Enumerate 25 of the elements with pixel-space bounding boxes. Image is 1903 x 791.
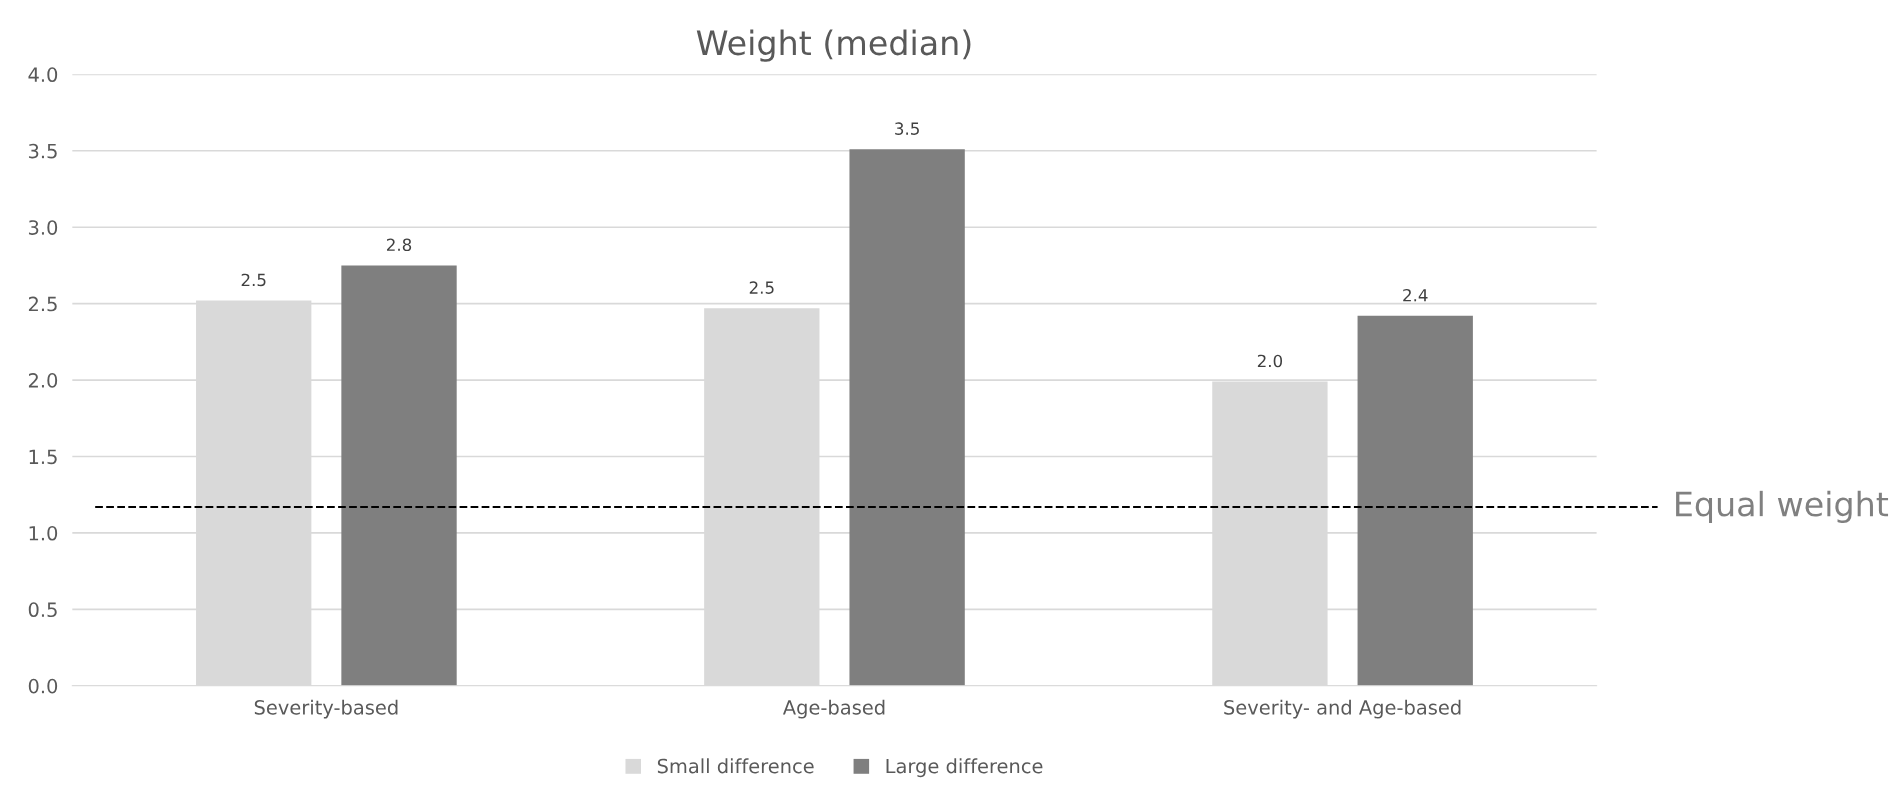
data-label: 2.5 <box>241 273 266 287</box>
ref-line-label: Equal weight <box>1676 490 1889 524</box>
x-tick-label: Severity-based <box>254 699 398 719</box>
y-tick-label: 0.0 <box>28 678 58 694</box>
y-tick-label: 3.0 <box>28 220 58 235</box>
data-label: 2.5 <box>749 281 774 294</box>
y-tick-label: 3.5 <box>28 143 57 159</box>
legend-label: Large difference <box>886 758 1043 778</box>
y-tick-label: 2.0 <box>28 373 58 388</box>
bar <box>849 149 965 686</box>
y-tick-label: 1.0 <box>29 525 58 541</box>
x-tick-label: Severity- and Age-based <box>1224 699 1461 719</box>
data-label: 2.8 <box>386 238 412 252</box>
data-label: 2.0 <box>1257 354 1283 368</box>
y-tick-label: 1.5 <box>29 449 57 465</box>
legend-label: Small difference <box>657 758 814 774</box>
data-label: 2.4 <box>1403 288 1428 302</box>
chart-title: Weight (median) <box>696 29 971 62</box>
bar <box>341 265 457 686</box>
y-tick-label: 2.5 <box>28 296 57 312</box>
y-tick-label: 0.5 <box>28 602 57 618</box>
x-tick-label: Age-based <box>782 699 885 719</box>
y-tick-label: 4.0 <box>28 67 58 83</box>
data-label: 3.5 <box>895 122 919 135</box>
bar <box>1357 315 1473 686</box>
